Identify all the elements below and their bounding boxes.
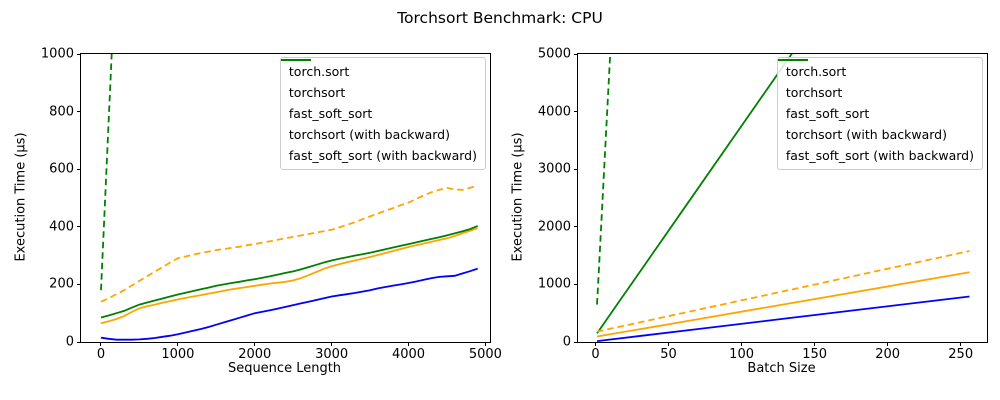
y-tick-mark bbox=[77, 226, 81, 228]
x-tick-mark bbox=[814, 342, 816, 346]
x-tick-label: 50 bbox=[660, 347, 677, 362]
y-tick-label: 800 bbox=[49, 104, 74, 120]
x-tick-mark bbox=[595, 342, 597, 346]
x-tick-mark bbox=[484, 342, 486, 346]
y-tick-mark bbox=[574, 53, 578, 55]
left-x-axis-label: Sequence Length bbox=[227, 361, 342, 376]
x-tick-label: 3000 bbox=[315, 347, 349, 362]
series-line-torch-sort bbox=[596, 295, 970, 342]
series-line-torchsort-with-backward bbox=[596, 250, 970, 333]
x-tick-mark bbox=[668, 342, 670, 346]
y-tick-label: 1000 bbox=[537, 276, 571, 292]
legend-label: fast_soft_sort (with backward) bbox=[785, 148, 974, 163]
y-tick-label: 4000 bbox=[537, 104, 571, 120]
series-line-fast-soft-sort bbox=[100, 225, 479, 319]
legend-entry-fast-soft-sort-with-backward: fast_soft_sort (with backward) bbox=[777, 59, 974, 164]
y-tick-label: 600 bbox=[49, 161, 74, 177]
left-y-axis-label: Execution Time (µs) bbox=[13, 132, 29, 262]
right-plot-area: 0 50 100 150 200 250 0 1000 2000 3000 4000 5000 torc… bbox=[538, 47, 988, 362]
legend-entry-torchsort: torchsort bbox=[777, 59, 974, 101]
x-tick-label: 100 bbox=[729, 347, 755, 362]
x-tick-label: 150 bbox=[802, 347, 828, 362]
series-line-torchsort bbox=[596, 271, 970, 338]
x-tick-mark bbox=[408, 342, 409, 346]
y-tick-label: 200 bbox=[49, 276, 74, 292]
series-line-torch-sort bbox=[100, 267, 478, 341]
x-tick-mark bbox=[100, 342, 102, 346]
y-tick-mark bbox=[77, 341, 81, 343]
legend-label: fast_soft_sort (with backward) bbox=[288, 148, 477, 163]
series-line-torchsort bbox=[100, 227, 478, 325]
y-tick-mark bbox=[77, 53, 81, 55]
x-tick-label: 250 bbox=[948, 347, 974, 362]
legend-entry-fast-soft-sort-with-backward: fast_soft_sort (with backward) bbox=[280, 59, 477, 164]
series-line-torchsort-with-backward bbox=[100, 184, 478, 303]
legend-entry-torchsort-with-backward: torchsort (with backward) bbox=[777, 59, 974, 143]
legend-entry-torchsort-with-backward: torchsort (with backward) bbox=[280, 59, 477, 143]
legend-label: torch.sort bbox=[785, 64, 847, 79]
legend-label: torch.sort bbox=[288, 64, 350, 79]
y-tick-label: 5000 bbox=[537, 46, 571, 62]
right-y-axis-label: Execution Time (µs) bbox=[510, 132, 526, 262]
series-line-fast-soft-sort-with-backward bbox=[596, 54, 612, 305]
legend-label: torchsort (with backward) bbox=[785, 127, 947, 142]
legend-entry-torchsort: torchsort bbox=[280, 59, 477, 101]
x-tick-label: 1000 bbox=[161, 347, 195, 362]
series-line-fast-soft-sort bbox=[596, 54, 793, 334]
y-tick-mark bbox=[77, 111, 81, 113]
x-tick-label: 4000 bbox=[391, 347, 426, 362]
right-x-axis-label: Batch Size bbox=[747, 361, 816, 376]
x-tick-label: 0 bbox=[96, 347, 106, 362]
y-tick-label: 2000 bbox=[537, 219, 571, 235]
y-tick-label: 1000 bbox=[40, 46, 74, 62]
y-tick-mark bbox=[77, 283, 81, 285]
y-tick-mark bbox=[574, 341, 578, 343]
legend-entry-fast-soft-sort: fast_soft_sort bbox=[777, 59, 974, 122]
y-tick-label: 400 bbox=[49, 219, 74, 235]
legend-label: torchsort bbox=[785, 85, 843, 100]
x-tick-label: 200 bbox=[875, 347, 901, 362]
y-tick-mark bbox=[574, 226, 578, 228]
plot-canvas bbox=[596, 54, 970, 342]
legend-label: torchsort (with backward) bbox=[288, 127, 450, 142]
legend-line-sample bbox=[280, 59, 311, 61]
x-tick-label: 0 bbox=[591, 347, 600, 362]
y-tick-mark bbox=[77, 168, 81, 170]
figure-title: Torchsort Benchmark: CPU bbox=[397, 9, 603, 27]
x-tick-mark bbox=[741, 342, 743, 346]
y-tick-label: 3000 bbox=[537, 161, 571, 177]
y-tick-label: 0 bbox=[65, 334, 74, 350]
left-plot-area: 0 1000 2000 3000 4000 5000 0 200 400 600 800 1000 to… bbox=[41, 47, 502, 363]
x-tick-mark bbox=[177, 342, 179, 346]
plot-canvas bbox=[100, 54, 479, 341]
legend-line-sample bbox=[777, 59, 808, 61]
y-tick-mark bbox=[574, 111, 578, 113]
x-tick-label: 2000 bbox=[238, 347, 272, 362]
x-tick-label: 5000 bbox=[468, 347, 502, 362]
legend-entry-torch-sort: torch.sort bbox=[280, 59, 477, 80]
x-tick-mark bbox=[887, 342, 889, 346]
y-tick-label: 0 bbox=[562, 334, 571, 350]
legend-label: torchsort bbox=[288, 85, 346, 100]
legend-entry-torch-sort: torch.sort bbox=[777, 59, 974, 80]
legend-label: fast_soft_sort bbox=[785, 106, 870, 121]
x-tick-mark bbox=[331, 342, 333, 346]
x-tick-mark bbox=[960, 342, 962, 346]
legend-entry-fast-soft-sort: fast_soft_sort bbox=[280, 59, 477, 122]
y-tick-mark bbox=[574, 283, 578, 285]
legend-label: fast_soft_sort bbox=[288, 106, 373, 121]
series-line-fast-soft-sort-with-backward bbox=[100, 54, 113, 291]
y-tick-mark bbox=[574, 168, 578, 170]
x-tick-mark bbox=[254, 342, 256, 346]
